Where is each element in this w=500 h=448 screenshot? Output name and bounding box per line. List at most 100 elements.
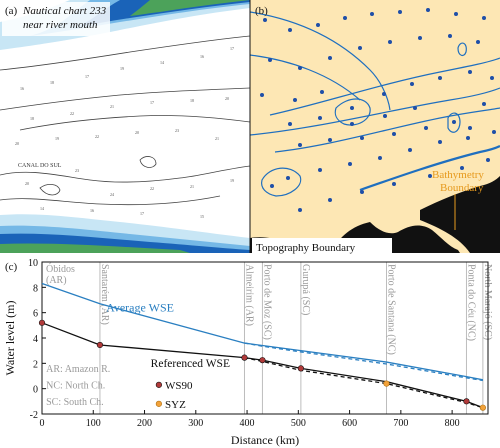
svg-text:22: 22 — [95, 134, 99, 139]
abbr-label: SC: South Ch. — [46, 397, 104, 408]
channel-line — [249, 54, 361, 101]
x-axis-label: Distance (km) — [231, 433, 299, 447]
svg-text:23: 23 — [75, 168, 79, 173]
svg-text:20: 20 — [225, 96, 229, 101]
depth-contours — [0, 35, 251, 206]
svg-text:20: 20 — [135, 130, 139, 135]
river-channels — [249, 11, 500, 197]
survey-dots — [260, 8, 496, 212]
channel-loop — [261, 167, 302, 197]
legend-ws90-marker — [155, 381, 162, 388]
station-label: Porto de Moz (SC) — [261, 264, 272, 340]
svg-text:21: 21 — [110, 104, 114, 109]
y-tick-label: 4 — [33, 334, 38, 345]
legend-syz-marker — [155, 400, 162, 407]
main-channel — [359, 145, 500, 192]
topography-boundary-label: Topography Boundary — [256, 242, 356, 254]
y-tick-label: 0 — [33, 385, 38, 396]
station-label: North Marajó (SC) — [482, 264, 493, 340]
svg-text:17: 17 — [140, 211, 144, 216]
y-tick-label: -2 — [30, 410, 38, 421]
panel-c-label: (c) — [5, 261, 18, 273]
legend-syz-label: SYZ — [165, 399, 186, 411]
x-tick-label: 400 — [240, 418, 255, 429]
panel-b-label: (b) — [255, 5, 268, 17]
channel-loop — [457, 42, 467, 57]
x-tick-label: 600 — [342, 418, 357, 429]
syz-point — [383, 380, 390, 387]
svg-text:22: 22 — [70, 111, 74, 116]
y-tick-label: 10 — [28, 258, 38, 269]
station-label: Almeirim (AR) — [243, 264, 254, 326]
channel-line — [269, 57, 500, 116]
panel-b: (b) Bathymetry Boundary — [249, 0, 500, 253]
svg-text:19: 19 — [230, 178, 234, 183]
contour-line — [19, 115, 251, 131]
series-line — [41, 282, 483, 381]
svg-text:19: 19 — [55, 136, 59, 141]
legend-ws90-label: WS90 — [165, 380, 193, 392]
y-axis-label: Water level (m) — [3, 301, 17, 376]
station-label: Ponta do Céu (NC) — [465, 264, 476, 341]
svg-text:18: 18 — [30, 116, 34, 121]
deep-water-top — [80, 0, 250, 26]
svg-text:20: 20 — [25, 181, 29, 186]
station-label: Porto de Santana (NC) — [385, 264, 396, 355]
channel-loop — [447, 112, 461, 133]
vegetation-bottom — [0, 243, 190, 253]
station-label: Óbidos — [46, 263, 75, 275]
contour-line — [0, 35, 251, 71]
svg-text:17: 17 — [150, 100, 154, 105]
panel-a: 16 18 17 19 14 16 17 18 22 21 17 18 20 20 19 22 20 23 21… — [0, 0, 251, 253]
svg-text:17: 17 — [85, 74, 89, 79]
ws90-point — [241, 354, 248, 361]
x-tick-label: 200 — [137, 418, 152, 429]
panel-a-label: (a) — [5, 5, 18, 17]
series-line — [244, 342, 483, 382]
svg-text:20: 20 — [15, 141, 19, 146]
panel-a-title-box — [2, 2, 110, 36]
ws90-point — [297, 365, 304, 372]
svg-text:17: 17 — [230, 46, 234, 51]
abbr-label: AR: Amazon R. — [46, 364, 110, 375]
contour-line — [139, 156, 157, 168]
svg-text:14: 14 — [160, 60, 164, 65]
x-tick-label: 500 — [291, 418, 306, 429]
station-label: Santarém (AR) — [99, 264, 110, 325]
avg-wse-label: Average WSE — [106, 300, 174, 314]
bathymetry-label-line1: Bathymetry — [432, 169, 484, 181]
syz-point — [479, 404, 486, 411]
x-tick-label: 800 — [445, 418, 460, 429]
svg-text:24: 24 — [110, 192, 114, 197]
svg-text:18: 18 — [190, 98, 194, 103]
station-tag: (AR) — [46, 275, 67, 286]
depth-soundings: 16 18 17 19 14 16 17 18 22 21 17 18 20 20 19 22 20 23 21… — [15, 46, 234, 219]
bathymetry-label-line2: Boundary — [440, 182, 484, 194]
ws90-point — [463, 398, 470, 405]
ws90-point — [96, 341, 104, 349]
ws90-point — [38, 319, 46, 326]
y-tick-label: 6 — [33, 309, 38, 320]
channel-line — [249, 87, 500, 136]
channel-loop — [334, 98, 371, 126]
abbr-label: NC: North Ch. — [46, 381, 105, 392]
svg-text:15: 15 — [200, 214, 204, 219]
contour-line — [0, 165, 251, 183]
svg-text:21: 21 — [215, 136, 219, 141]
contour-line — [0, 87, 251, 111]
series-line — [41, 322, 484, 409]
panel-a-title-line1: Nautical chart 233 — [22, 5, 107, 17]
ws90-point — [259, 357, 266, 364]
svg-text:14: 14 — [40, 206, 44, 211]
svg-text:16: 16 — [20, 86, 24, 91]
x-tick-label: 0 — [40, 418, 45, 429]
y-tick-label: 8 — [33, 283, 38, 294]
series-line — [244, 356, 484, 409]
station-label: Gurupá (SC) — [300, 264, 311, 315]
legend-title: Referenced WSE — [151, 358, 230, 370]
x-tick-label: 700 — [393, 418, 408, 429]
svg-text:23: 23 — [175, 128, 179, 133]
y-tick-label: 2 — [33, 359, 38, 370]
contour-line — [0, 195, 221, 206]
